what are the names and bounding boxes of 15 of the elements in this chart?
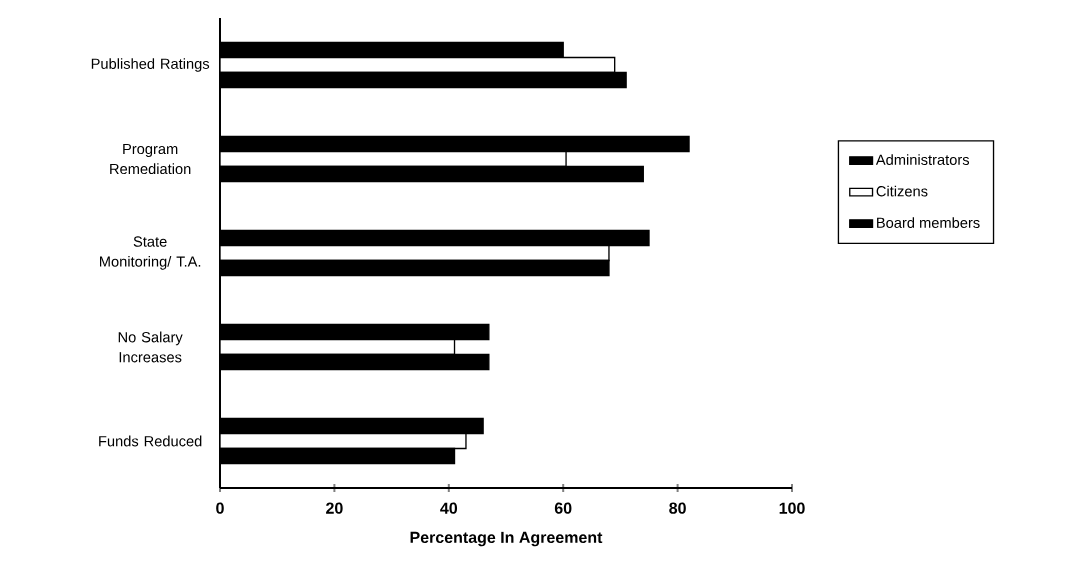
x-tick-label: 20 [326, 502, 343, 514]
y-tick-label: Program Remediation [110, 143, 191, 175]
legend-label: Citizens [876, 185, 928, 197]
legend-label: Administrators [875, 154, 970, 165]
x-tick-label: 60 [554, 502, 572, 514]
y-tick-label: No Salary Increases [118, 331, 183, 363]
x-tick-label: 100 [779, 502, 805, 514]
x-tick-label: 80 [669, 502, 686, 514]
x-axis-title: Percentage In Agreement [410, 531, 603, 547]
y-tick-label: Funds Reduced [99, 435, 202, 447]
x-tick-label: 0 [216, 502, 224, 514]
y-tick-label: Published Ratings [91, 58, 210, 72]
y-tick-label: State Monitoring/ T.A. [100, 236, 201, 270]
x-tick-label: 40 [440, 502, 458, 514]
legend-label: Board members [877, 217, 980, 228]
